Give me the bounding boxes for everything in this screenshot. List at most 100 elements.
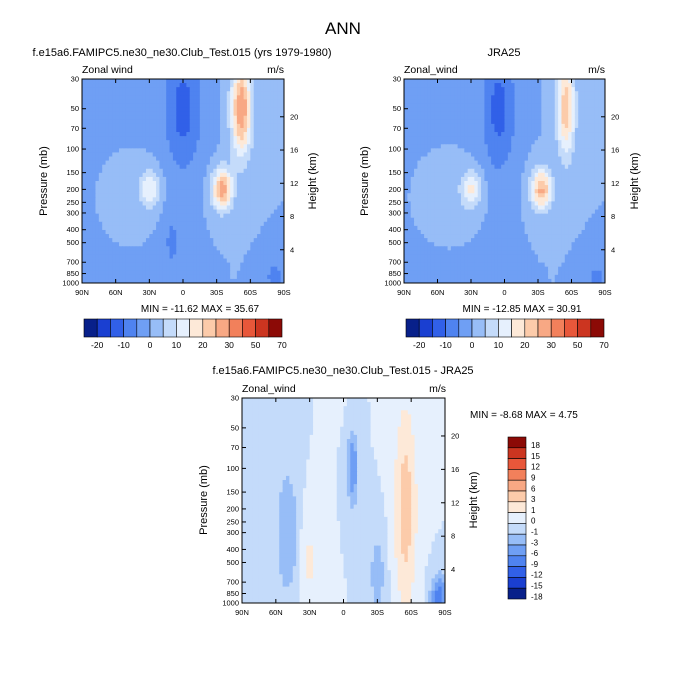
heat-cell <box>213 250 218 255</box>
heat-cell <box>98 127 103 133</box>
heat-cell <box>578 172 583 178</box>
heat-cell <box>243 115 248 121</box>
heat-cell <box>189 123 194 129</box>
heat-cell <box>246 103 251 109</box>
heat-cell <box>95 246 100 251</box>
heat-cell <box>166 79 171 84</box>
heat-cell <box>514 83 519 88</box>
heat-cell <box>156 246 160 251</box>
heat-cell <box>92 217 96 223</box>
heat-cell <box>410 148 415 153</box>
heat-cell <box>199 79 204 84</box>
heat-cell <box>598 168 603 174</box>
heat-cell <box>230 123 234 129</box>
heat-cell <box>457 99 462 104</box>
heat-cell <box>410 156 415 162</box>
heat-cell <box>189 274 194 280</box>
heat-cell <box>199 201 204 206</box>
heat-cell <box>145 262 150 268</box>
heat-cell <box>85 83 90 88</box>
heat-cell <box>88 278 93 284</box>
heat-cell <box>95 213 100 219</box>
heat-cell <box>417 127 422 133</box>
heat-cell <box>226 274 231 280</box>
heat-cell <box>427 172 432 178</box>
heat-cell <box>447 164 452 170</box>
heat-cell <box>199 193 204 198</box>
heat-cell <box>166 258 171 264</box>
heat-cell <box>250 83 255 88</box>
heat-cell <box>115 262 120 268</box>
heat-cell <box>414 193 418 198</box>
heat-cell <box>156 148 160 153</box>
heat-cell <box>568 119 572 125</box>
heat-cell <box>548 115 552 121</box>
y-tick-label: 1000 <box>62 279 79 288</box>
heat-cell <box>139 107 144 113</box>
heat-cell <box>156 99 160 104</box>
heat-cell <box>223 189 228 194</box>
heat-cell <box>85 107 90 113</box>
heat-cell <box>203 91 208 96</box>
heat-cell <box>139 123 144 129</box>
heat-cell <box>156 266 160 272</box>
heat-cell <box>236 95 241 100</box>
heat-cell <box>243 278 248 284</box>
heat-cell <box>169 164 174 170</box>
heat-cell <box>220 83 224 88</box>
heat-cell <box>179 119 184 125</box>
heat-cell <box>162 217 167 223</box>
heat-cell <box>420 111 425 117</box>
heat-cell <box>92 103 96 109</box>
heat-cell <box>444 197 449 202</box>
heat-cell <box>159 274 164 280</box>
heat-cell <box>95 189 100 194</box>
heat-cell <box>162 205 167 211</box>
heat-cell <box>424 99 428 104</box>
heat-cell <box>102 266 107 272</box>
heat-cell <box>277 176 282 182</box>
heat-cell <box>203 229 208 235</box>
heat-cell <box>172 225 177 231</box>
heat-cell <box>135 262 140 268</box>
heat-cell <box>578 164 583 170</box>
heat-cell <box>186 148 191 153</box>
heat-cell <box>491 148 495 153</box>
heat-cell <box>233 258 238 264</box>
heat-cell <box>240 225 245 231</box>
heat-cell <box>444 152 449 158</box>
heat-cell <box>504 115 509 121</box>
heat-cell <box>601 119 606 125</box>
heat-cell <box>152 111 157 117</box>
heat-cell <box>119 262 123 268</box>
heat-cell <box>280 127 285 133</box>
heat-cell <box>189 250 194 255</box>
heat-cell <box>98 229 103 235</box>
heat-cell <box>233 193 238 198</box>
heat-cell <box>444 95 449 100</box>
heat-cell <box>434 95 438 100</box>
heat-cell <box>119 95 123 100</box>
heat-cell <box>504 148 509 153</box>
heat-cell <box>102 205 107 211</box>
heat-cell <box>253 152 258 158</box>
heat-cell <box>88 274 93 280</box>
heat-cell <box>487 189 492 194</box>
heat-cell <box>193 152 197 158</box>
heat-cell <box>102 189 107 194</box>
heat-cell <box>98 79 103 84</box>
heat-cell <box>260 262 265 268</box>
heat-cell <box>424 156 428 162</box>
heat-cell <box>253 197 258 202</box>
heat-cell <box>521 156 526 162</box>
heat-cell <box>564 87 569 92</box>
heat-cell <box>189 136 194 141</box>
heat-cell <box>203 205 208 211</box>
heat-cell <box>92 168 96 174</box>
heat-cell <box>233 91 238 96</box>
heat-cell <box>457 201 462 206</box>
heat-cell <box>477 107 482 113</box>
heat-cell <box>584 136 589 141</box>
heat-cell <box>594 111 599 117</box>
heat-cell <box>125 254 130 260</box>
